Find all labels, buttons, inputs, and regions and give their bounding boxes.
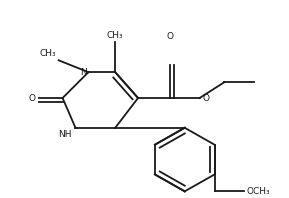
- Text: CH₃: CH₃: [39, 49, 55, 58]
- Text: N: N: [80, 68, 86, 77]
- Text: O: O: [203, 93, 210, 103]
- Text: CH₃: CH₃: [107, 31, 123, 40]
- Text: NH: NH: [58, 130, 71, 139]
- Text: O: O: [29, 93, 36, 103]
- Text: OCH₃: OCH₃: [246, 187, 270, 196]
- Text: O: O: [166, 32, 173, 41]
